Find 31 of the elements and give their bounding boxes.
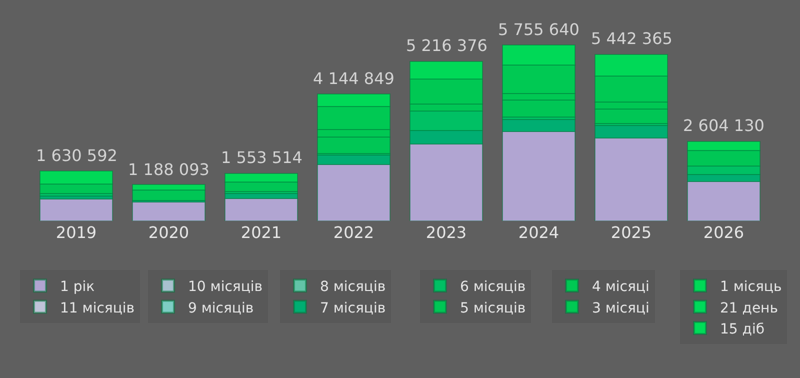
legend-label: 11 місяців [60,300,135,316]
annotation: 1 630 592 [36,146,118,165]
legend-label: 8 місяців [320,279,386,296]
legend-label: 4 місяці [592,279,650,296]
x-tick-label: 2022 [333,223,374,242]
x-tick-label: 2021 [240,223,282,242]
legend-label: 5 місяців [460,300,526,316]
legend-label: 21 день [720,300,778,316]
legend-label: 7 місяців [320,300,386,316]
bar [40,198,113,221]
legend-label: 15 діб [720,321,764,338]
x-tick-label: 2025 [610,223,652,242]
legend-label: 6 місяців [460,279,526,296]
x-tick-label: 2019 [56,223,97,242]
legend-label: 1 рік [60,279,95,296]
bar [224,198,298,221]
legend-label: 10 місяців [188,279,263,296]
annotation: 2 604 130 [683,116,764,135]
legend-label: 1 місяць [720,279,782,296]
annotation: 5 442 365 [591,29,672,48]
annotation: 5 216 376 [406,36,488,55]
annotation: 1 553 514 [221,148,302,167]
x-tick-label: 2024 [518,223,560,242]
x-tick-label: 2026 [703,223,744,242]
annotation: 5 755 640 [498,20,580,39]
annotation: 1 188 093 [128,160,210,179]
annotation: 4 144 849 [313,69,394,88]
x-tick-label: 2023 [426,223,467,242]
legend-label: 9 місяців [188,300,254,316]
legend-label: 3 місяці [592,300,650,316]
x-tick-label: 2020 [148,223,190,242]
